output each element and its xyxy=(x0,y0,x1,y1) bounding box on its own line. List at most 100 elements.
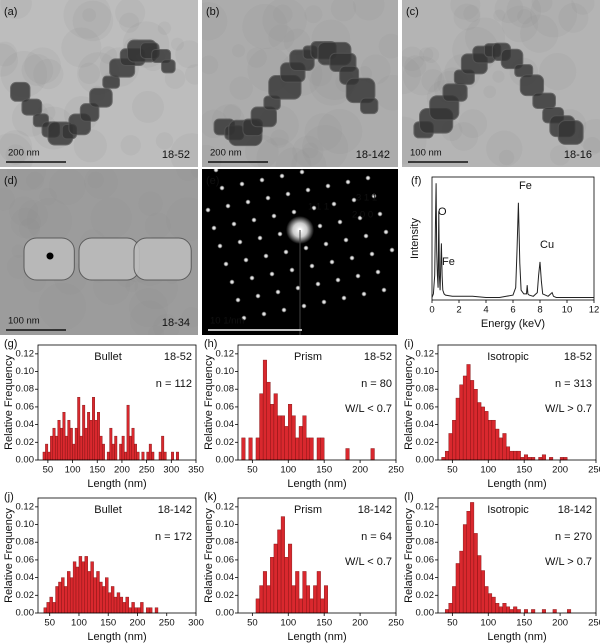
y-tick-label: 0.02 xyxy=(416,437,435,448)
texture xyxy=(302,142,319,159)
y-tick-label: 0.12 xyxy=(216,501,235,512)
diffraction-spot xyxy=(341,295,347,301)
histogram-bar xyxy=(280,415,285,461)
histogram-bar xyxy=(488,593,493,614)
x-axis-label: Length (nm) xyxy=(87,478,146,490)
y-tick-label: 0.02 xyxy=(216,590,235,601)
texture xyxy=(38,282,87,331)
diffraction-spot xyxy=(345,179,351,185)
diffraction-spot xyxy=(243,257,249,263)
x-tick-label: 100 xyxy=(71,618,87,629)
histogram-bar xyxy=(448,603,453,614)
histogram-bar xyxy=(151,451,155,461)
histogram-bar xyxy=(280,516,285,614)
texture xyxy=(63,0,112,39)
texture xyxy=(583,137,600,156)
diffraction-spot xyxy=(229,279,235,285)
y-tick-label: 0.10 xyxy=(16,366,35,377)
plot-frame xyxy=(37,497,197,614)
histogram-bar xyxy=(42,451,46,461)
particle xyxy=(557,120,584,145)
histogram-bar xyxy=(306,585,311,614)
diffraction-spot xyxy=(245,199,251,205)
x-tick-label: 4 xyxy=(483,305,488,316)
histogram-title: Isotropic xyxy=(487,351,529,363)
x-tick-label: 50 xyxy=(43,465,54,476)
histogram-bar xyxy=(516,450,521,461)
diffraction-spot xyxy=(259,177,265,183)
texture xyxy=(506,0,542,28)
texture xyxy=(82,8,97,22)
y-axis-label: Relative Frequency xyxy=(403,508,415,603)
x-tick-label: 6 xyxy=(510,305,515,316)
histogram-bar xyxy=(509,609,514,614)
y-tick-label: 0.06 xyxy=(416,554,435,565)
y-tick-label: 0.08 xyxy=(216,384,235,395)
histogram-bar xyxy=(295,571,300,614)
histogram-bar xyxy=(84,427,88,461)
diffraction-spot xyxy=(323,241,329,247)
texture xyxy=(539,52,577,91)
histogram-bar xyxy=(64,435,68,461)
histogram-bar xyxy=(470,502,475,614)
diffraction-spot xyxy=(305,187,311,193)
x-axis-label: Length (nm) xyxy=(487,478,546,490)
diffraction-spot xyxy=(317,223,323,229)
texture xyxy=(242,4,288,50)
histogram-bar xyxy=(455,563,460,614)
x-tick-label: 0 xyxy=(429,305,434,316)
x-tick-label: 250 xyxy=(588,618,600,629)
texture xyxy=(498,149,515,166)
histogram-bar xyxy=(96,571,100,614)
histogram-bar xyxy=(502,603,507,614)
x-axis-label: Length (nm) xyxy=(287,478,346,490)
diffraction-spot xyxy=(271,213,277,219)
diffraction-spot xyxy=(365,175,371,181)
texture xyxy=(558,2,589,33)
histogram-bar xyxy=(270,557,275,614)
histogram-bar xyxy=(448,433,453,461)
texture xyxy=(73,129,107,163)
texture xyxy=(0,133,34,167)
histogram-bar xyxy=(466,364,471,461)
texture xyxy=(115,0,146,28)
diffraction-spot xyxy=(335,277,341,283)
note: n = 112 xyxy=(156,378,192,390)
histogram-bar xyxy=(99,581,103,614)
texture xyxy=(302,125,349,167)
histogram-bar xyxy=(255,598,260,614)
y-tick-label: 0.04 xyxy=(416,572,435,583)
histogram-bar xyxy=(55,586,59,614)
histogram-bar xyxy=(134,443,137,461)
y-tick-label: 0.08 xyxy=(16,537,35,548)
histogram-bar xyxy=(255,437,260,461)
histogram-bar xyxy=(75,566,80,614)
histogram-bar xyxy=(119,596,124,614)
diffraction-spot xyxy=(321,299,327,305)
x-tick-label: 50 xyxy=(447,465,458,476)
note: n = 64 xyxy=(361,531,392,543)
y-tick-label: 0.02 xyxy=(16,590,35,601)
panel-label: (k) xyxy=(204,491,217,503)
x-tick-label: 50 xyxy=(247,618,258,629)
x-tick-label: 200 xyxy=(130,618,146,629)
diffraction-spot xyxy=(261,311,267,317)
texture xyxy=(231,44,246,58)
histogram-bar xyxy=(516,609,521,614)
histogram-bar xyxy=(84,556,88,614)
histogram-bar xyxy=(488,419,493,461)
x-tick-label: 100 xyxy=(65,465,81,476)
histogram-bar xyxy=(513,606,518,614)
diffraction-spot xyxy=(249,275,255,281)
texture xyxy=(229,76,253,100)
histogram-bar xyxy=(259,393,264,461)
histogram-bar xyxy=(125,596,129,614)
texture xyxy=(404,55,427,78)
histogram-bar xyxy=(277,529,282,614)
histogram-bar xyxy=(295,437,300,461)
histogram-bar xyxy=(105,577,109,614)
texture xyxy=(61,27,102,68)
y-tick-label: 0.00 xyxy=(416,455,435,466)
histogram-bar xyxy=(146,451,150,461)
texture xyxy=(0,188,15,211)
